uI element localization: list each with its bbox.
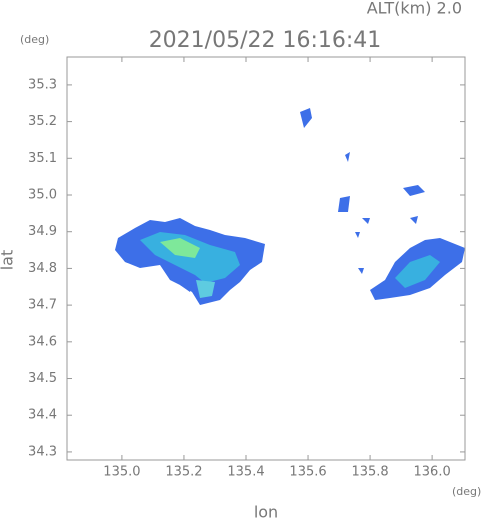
y-tick-label: 35.1 <box>28 151 57 166</box>
y-tick-label: 35.2 <box>28 114 57 129</box>
x-tick-label: 135.0 <box>103 465 140 480</box>
plot-frame <box>66 56 466 461</box>
y-tick-label: 34.6 <box>28 334 57 349</box>
x-tick-label: 135.4 <box>227 465 264 480</box>
y-unit: (deg) <box>20 33 49 46</box>
y-axis-label: lat <box>0 250 17 271</box>
x-unit: (deg) <box>452 485 481 498</box>
y-tick-label: 34.8 <box>28 261 57 276</box>
y-tick-label: 34.3 <box>28 444 57 459</box>
x-tick-label: 135.2 <box>165 465 202 480</box>
altitude-label: ALT(km) 2.0 <box>367 0 462 18</box>
y-tick-label: 34.7 <box>28 298 57 313</box>
y-tick-label: 35.3 <box>28 77 57 92</box>
y-tick-label: 35.0 <box>28 188 57 203</box>
x-axis-label: lon <box>254 503 278 521</box>
chart-title: 2021/05/22 16:16:41 <box>149 28 382 53</box>
x-tick-label: 136.0 <box>414 465 451 480</box>
y-tick-label: 34.4 <box>28 408 57 423</box>
y-tick-label: 34.9 <box>28 224 57 239</box>
y-tick-label: 34.5 <box>28 371 57 386</box>
x-tick-label: 135.8 <box>351 465 388 480</box>
x-tick-label: 135.6 <box>289 465 326 480</box>
radar-echoes <box>115 108 465 305</box>
